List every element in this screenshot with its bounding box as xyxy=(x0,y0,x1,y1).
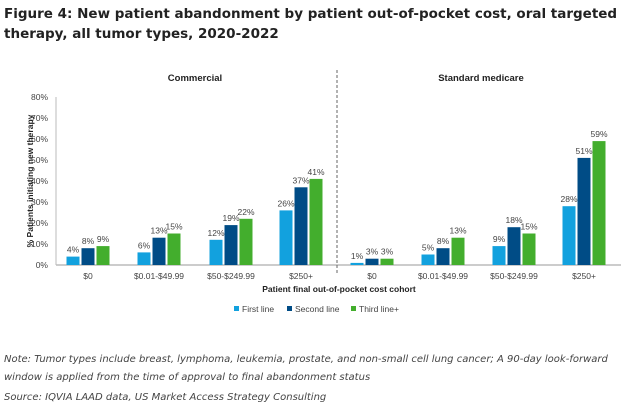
panel-title: Commercial xyxy=(168,73,222,84)
bar xyxy=(577,157,591,265)
bar xyxy=(81,248,95,265)
y-tick-label: 40% xyxy=(31,176,48,186)
bar xyxy=(562,206,576,265)
bar xyxy=(137,252,151,265)
bar xyxy=(421,254,435,265)
x-tick-label: $0.01-$49.99 xyxy=(134,271,184,281)
data-label: 3% xyxy=(381,247,394,257)
y-tick-label: 70% xyxy=(31,113,48,123)
x-tick-label: $250+ xyxy=(572,271,596,281)
bar xyxy=(294,187,308,265)
bar xyxy=(492,246,506,265)
bar xyxy=(66,256,80,265)
bar xyxy=(365,258,379,265)
bar xyxy=(592,141,606,265)
y-tick-label: 50% xyxy=(31,155,48,165)
legend-label: Third line+ xyxy=(359,304,399,314)
panel-title: Standard medicare xyxy=(438,73,524,84)
legend-swatch xyxy=(234,306,239,311)
bar xyxy=(239,218,253,265)
x-axis-title: Patient final out-of-pocket cost cohort xyxy=(262,284,416,294)
data-label: 8% xyxy=(82,236,95,246)
x-tick-label: $0 xyxy=(83,271,93,281)
bar xyxy=(96,246,110,265)
data-label: 41% xyxy=(307,167,324,177)
bar xyxy=(309,178,323,265)
data-label: 4% xyxy=(67,245,80,255)
legend-swatch xyxy=(287,306,292,311)
x-tick-label: $50-$249.99 xyxy=(207,271,255,281)
data-label: 12% xyxy=(207,228,224,238)
bar xyxy=(167,233,181,265)
legend-label: Second line xyxy=(295,304,340,314)
data-label: 9% xyxy=(493,234,506,244)
y-tick-label: 0% xyxy=(36,260,49,270)
legend-swatch xyxy=(351,306,356,311)
data-label: 1% xyxy=(351,251,364,261)
chart-source: Source: IQVIA LAAD data, US Market Acces… xyxy=(4,392,327,403)
data-label: 28% xyxy=(560,194,577,204)
y-axis-title: % Patients initiating new therapy xyxy=(25,114,35,247)
data-label: 13% xyxy=(449,226,466,236)
figure-title: Figure 4: New patient abandonment by pat… xyxy=(4,6,618,42)
data-label: 3% xyxy=(366,247,379,257)
data-label: 9% xyxy=(97,234,110,244)
data-label: 51% xyxy=(575,146,592,156)
bar-chart: 0% 10% 20% 30% 40% 50% 60% 70% 80% % Patients ini… xyxy=(25,70,621,314)
bar xyxy=(380,258,394,265)
bar xyxy=(224,225,238,265)
y-tick-label: 30% xyxy=(31,197,48,207)
bar xyxy=(436,248,450,265)
data-label: 13% xyxy=(150,226,167,236)
y-tick-label: 60% xyxy=(31,134,48,144)
data-label: 15% xyxy=(165,222,182,232)
data-label: 19% xyxy=(222,213,239,223)
data-label: 18% xyxy=(505,215,522,225)
bar xyxy=(209,239,223,265)
chart-note: Note: Tumor types include breast, lympho… xyxy=(4,354,608,383)
bar xyxy=(522,233,536,265)
x-tick-label: $250+ xyxy=(289,271,313,281)
data-label: 37% xyxy=(292,175,309,185)
y-tick-label: 80% xyxy=(31,92,48,102)
bar xyxy=(152,237,166,265)
data-label: 8% xyxy=(437,236,450,246)
x-tick-label: $50-$249.99 xyxy=(490,271,538,281)
data-label: 5% xyxy=(422,243,435,253)
y-tick-label: 20% xyxy=(31,218,48,228)
bar xyxy=(507,227,521,265)
data-label: 6% xyxy=(138,240,151,250)
data-label: 22% xyxy=(237,207,254,217)
data-label: 26% xyxy=(277,198,294,208)
y-tick-label: 10% xyxy=(31,239,48,249)
bar xyxy=(451,237,465,265)
bar xyxy=(279,210,293,265)
bar xyxy=(350,262,364,265)
x-tick-label: $0.01-$49.99 xyxy=(418,271,468,281)
legend-label: First line xyxy=(242,304,274,314)
data-label: 15% xyxy=(520,222,537,232)
x-tick-label: $0 xyxy=(367,271,377,281)
data-label: 59% xyxy=(590,129,607,139)
